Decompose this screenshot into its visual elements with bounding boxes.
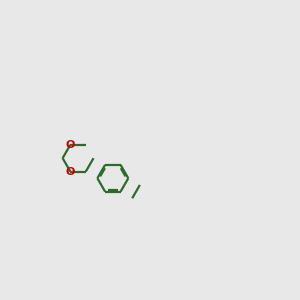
Text: O: O xyxy=(66,140,75,150)
Text: O: O xyxy=(66,167,75,176)
